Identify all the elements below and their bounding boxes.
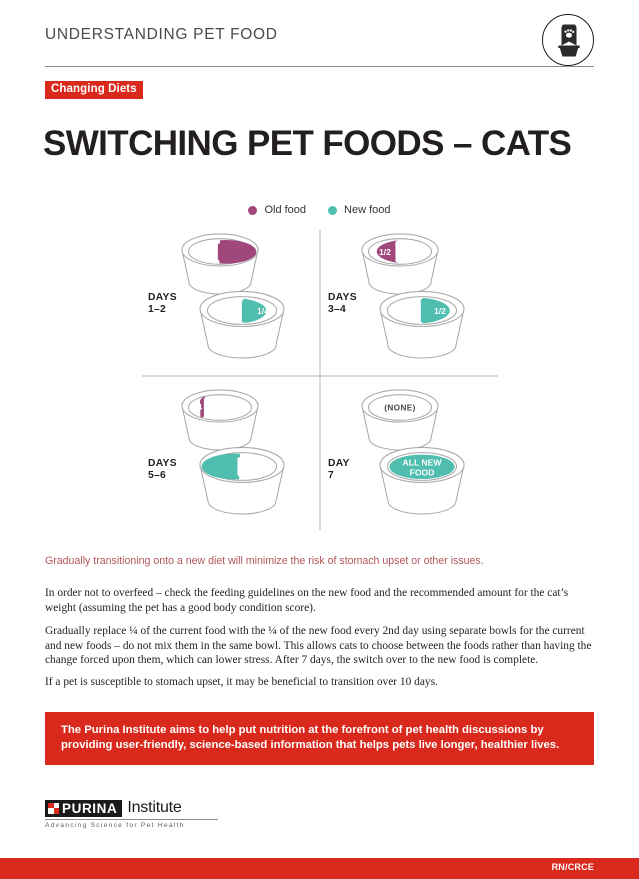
quadrant-label-days-3-4-line2: 3–4 <box>328 304 346 315</box>
logo-divider <box>45 819 218 820</box>
pet-food-bag-and-bowl-icon <box>542 14 594 66</box>
quadrant-days-3-4: DAYS 3–4 1/2 1/2 <box>328 233 465 359</box>
footer-code: RN/CRCE <box>551 862 594 872</box>
body-paragraph-2: Gradually replace ¼ of the current food … <box>45 625 592 667</box>
bowl-old-days-3-4: 1/2 <box>361 233 439 295</box>
quadrant-label-day-7-line2: 7 <box>328 470 334 481</box>
legend-label-old-food: Old food <box>264 204 307 216</box>
food-fill-new-3-4 <box>201 453 240 480</box>
bowl-new-days-3-4: 1/2 <box>379 290 465 359</box>
logo-tagline: Advancing Science for Pet Health <box>45 821 185 829</box>
logo-row: PURINA Institute <box>45 799 225 817</box>
quadrant-label-days-1-2-line2: 1–2 <box>148 304 166 315</box>
bowl-new-days-5-6: 3/4 <box>199 446 285 515</box>
quadrant-day-7: DAY 7 (NONE) ALL NEW FOOD <box>328 389 465 515</box>
fraction-label-new-days-3-4: 1/2 <box>434 306 446 316</box>
body-paragraph-3: If a pet is susceptible to stomach upset… <box>45 676 438 688</box>
page-title: SWITCHING PET FOODS – CATS <box>43 124 572 163</box>
checkerboard-icon <box>48 802 59 814</box>
fraction-label-old-day-7: (NONE) <box>384 404 416 413</box>
quadrant-label-day-7-line1: DAY <box>328 458 350 469</box>
institute-text: Institute <box>127 799 182 816</box>
purina-brand-text: PURINA <box>62 800 118 816</box>
food-fill-old-1-4 <box>200 396 206 418</box>
fraction-label-new-days-1-2: 1/4 <box>257 306 269 316</box>
quadrant-label-days-5-6-line1: DAYS <box>148 458 177 469</box>
callout-box: The Purina Institute aims to help put nu… <box>45 712 594 765</box>
quadrant-label-days-5-6-line2: 5–6 <box>148 470 166 481</box>
purina-institute-logo: PURINA Institute Advancing Science for P… <box>45 799 225 829</box>
fraction-label-new-day-7-line2: FOOD <box>410 468 435 478</box>
fraction-label-new-day-7-line1: ALL NEW <box>403 458 443 468</box>
bowl-old-day-7: (NONE) <box>361 389 439 451</box>
legend-dot-new-food <box>328 205 338 215</box>
page-header: UNDERSTANDING PET FOOD <box>45 14 594 66</box>
bowl-new-day-7: ALL NEW FOOD <box>379 446 465 515</box>
food-fill-old-1-2 <box>376 240 399 263</box>
food-fill-new-1-4 <box>241 298 267 324</box>
legend-dot-old-food <box>248 205 258 215</box>
food-fill-new-all <box>389 454 455 479</box>
quadrant-label-days-3-4-line1: DAYS <box>328 292 357 303</box>
footer-bar: RN/CRCE <box>0 858 639 879</box>
fraction-label-new-days-5-6: 3/4 <box>247 462 259 472</box>
lead-paragraph: Gradually transitioning onto a new diet … <box>45 555 484 567</box>
bowl-new-days-1-2: 1/4 <box>199 290 285 359</box>
quadrant-days-1-2: DAYS 1–2 3/4 1/ <box>148 233 285 359</box>
section-badge: Changing Diets <box>45 81 143 99</box>
legend-label-new-food: New food <box>344 204 391 216</box>
purina-wordmark: PURINA <box>45 799 123 817</box>
quadrant-label-days-1-2-line1: DAYS <box>148 292 177 303</box>
fraction-label-old-days-3-4: 1/2 <box>379 247 391 257</box>
quadrant-days-5-6: DAYS 5–6 1/4 3/4 <box>148 389 285 515</box>
legend-item-new-food: New food <box>328 204 391 216</box>
bowl-old-days-5-6: 1/4 <box>181 389 259 451</box>
food-fill-old-3-4 <box>217 240 257 264</box>
legend-item-old-food: Old food <box>248 204 306 216</box>
fraction-label-old-days-1-2: 3/4 <box>206 247 218 257</box>
header-divider <box>45 66 594 68</box>
header-title: UNDERSTANDING PET FOOD <box>45 26 278 43</box>
body-paragraph-1: In order not to overfeed – check the fee… <box>45 587 569 614</box>
bowl-old-days-1-2: 3/4 <box>181 233 259 295</box>
food-fill-new-1-2 <box>420 298 450 324</box>
fraction-label-old-days-5-6: 1/4 <box>190 402 202 412</box>
diet-transition-diagram: DAYS 1–2 3/4 1/ <box>140 228 500 536</box>
legend: Old food New food <box>0 204 639 216</box>
callout-text: The Purina Institute aims to help put nu… <box>61 724 560 751</box>
